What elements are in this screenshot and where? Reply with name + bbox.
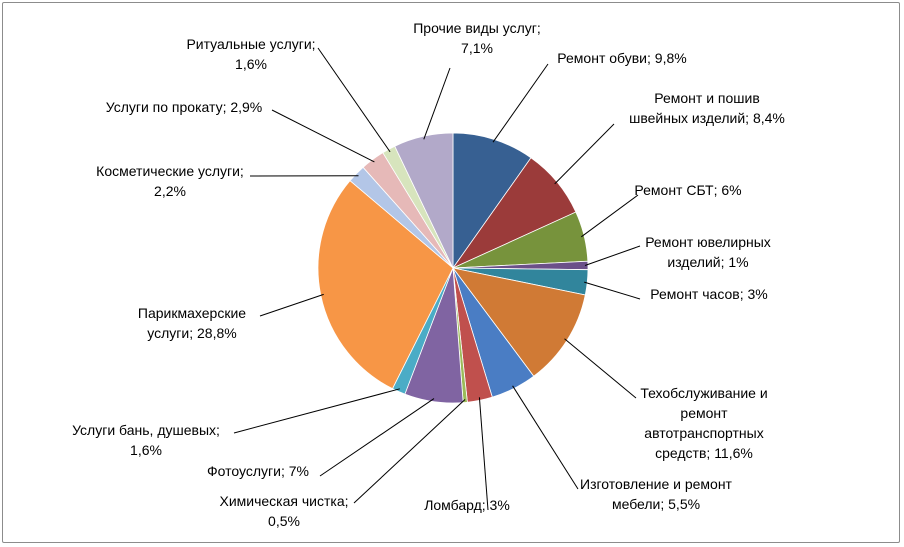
- data-label: Прочие виды услуг; 7,1%: [413, 20, 541, 56]
- leader-line: [554, 123, 615, 185]
- leader-line: [584, 245, 641, 266]
- leader-line: [233, 388, 400, 434]
- leader-line: [584, 281, 641, 300]
- data-label: Ремонт обуви; 9,8%: [557, 50, 686, 66]
- data-label: Парикмахерские услуги; 28,8%: [138, 305, 246, 341]
- data-label: Изготовление и ремонт мебели; 5,5%: [580, 476, 733, 512]
- data-label: Ритуальные услуги; 1,6%: [186, 36, 315, 72]
- leader-line: [317, 47, 391, 153]
- leader-line: [478, 397, 489, 511]
- leader-line: [271, 109, 375, 163]
- leader-line: [512, 385, 579, 490]
- data-label: Фотоуслуги; 7%: [207, 463, 309, 479]
- pie-slices: [317, 132, 589, 404]
- leader-line: [492, 63, 549, 143]
- leader-line: [353, 399, 466, 504]
- data-label: Косметические услуги; 2,2%: [96, 163, 244, 199]
- leader-line: [259, 293, 324, 317]
- data-label: Химическая чистка; 0,5%: [219, 493, 348, 529]
- leader-line: [564, 338, 637, 399]
- leader-lines: [233, 47, 641, 511]
- pie-slice: [452, 132, 532, 270]
- data-label: Ремонт часов; 3%: [650, 286, 767, 302]
- data-label: Услуги по прокату; 2,9%: [106, 99, 263, 115]
- data-label: Ремонт СБТ; 6%: [634, 182, 741, 198]
- data-label: Техобслуживание и ремонт автотранспортных с…: [640, 385, 767, 461]
- pie-slice: [394, 132, 454, 269]
- data-label: Услуги бань, душевых; 1,6%: [72, 422, 220, 458]
- data-label: Ремонт и пошив швейных изделий; 8,4%: [629, 90, 785, 126]
- data-label: Ремонт ювелирных изделий; 1%: [645, 234, 771, 270]
- leader-line: [319, 398, 435, 477]
- data-label: Ломбард; 3%: [424, 497, 510, 513]
- leader-line: [581, 194, 639, 238]
- leader-line: [423, 67, 451, 140]
- data-labels: Ремонт обуви; 9,8% Ремонт и пошив швейных …: [72, 20, 785, 529]
